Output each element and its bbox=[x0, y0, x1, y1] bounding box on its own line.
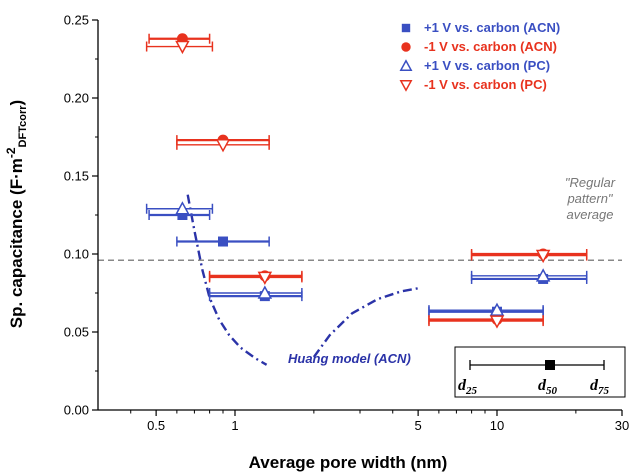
inset-d50-letter: d bbox=[538, 377, 547, 394]
series-3 bbox=[145, 201, 588, 316]
triangle-up-marker bbox=[489, 302, 505, 316]
inset-d75-label: d75 bbox=[590, 377, 610, 397]
x-tick-label: 0.5 bbox=[147, 418, 165, 433]
regular-pattern-label: pattern" bbox=[566, 191, 613, 206]
data-point bbox=[176, 236, 270, 247]
inset-d50-label: d50 bbox=[538, 377, 558, 397]
y-axis-title-close: ) bbox=[7, 100, 26, 106]
square-marker bbox=[177, 210, 188, 220]
legend: +1 V vs. carbon (ACN) -1 V vs. carbon (AC… bbox=[399, 20, 560, 92]
triangle-up-marker bbox=[535, 268, 551, 282]
y-axis-title-main: Sp. capacitance (F·m bbox=[7, 158, 26, 328]
x-axis-title: Average pore width (nm) bbox=[249, 453, 448, 472]
huang-model-curve: Huang model (ACN) bbox=[186, 194, 419, 366]
data-point bbox=[470, 249, 588, 264]
triangle-up-marker bbox=[257, 285, 273, 299]
legend-label: -1 V vs. carbon (ACN) bbox=[424, 39, 557, 54]
legend-label: +1 V vs. carbon (ACN) bbox=[424, 20, 560, 35]
x-tick-label: 5 bbox=[415, 418, 422, 433]
triangle-down-marker bbox=[489, 315, 505, 329]
x-tick-label: 10 bbox=[490, 418, 504, 433]
data-point bbox=[428, 314, 544, 326]
data-point bbox=[428, 306, 544, 317]
y-tick-label: 0.15 bbox=[64, 169, 89, 184]
circle-marker bbox=[401, 42, 411, 52]
x-tick-label: 1 bbox=[231, 418, 238, 433]
triangle-down-marker bbox=[215, 139, 231, 153]
legend-label: -1 V vs. carbon (PC) bbox=[424, 77, 547, 92]
data-point bbox=[208, 270, 303, 282]
square-marker bbox=[401, 23, 411, 33]
y-tick-label: 0.10 bbox=[64, 247, 89, 262]
inset-box bbox=[454, 346, 626, 398]
y-tick-label: 0.05 bbox=[64, 325, 89, 340]
data-point bbox=[470, 248, 588, 260]
y-tick-label: 0.00 bbox=[64, 403, 89, 418]
y-axis-title: Sp. capacitance (F·m-2DFTcorr) bbox=[4, 100, 29, 328]
regular-pattern-label: "Regular bbox=[565, 175, 616, 190]
inset-d25-subscript: 25 bbox=[465, 385, 478, 397]
triangle-down-marker bbox=[535, 249, 551, 264]
y-axis-title-sup: -2 bbox=[4, 147, 18, 158]
inset-median-marker bbox=[545, 360, 555, 370]
data-point bbox=[470, 268, 588, 282]
inset-d25-letter: d bbox=[458, 377, 467, 394]
data-point bbox=[176, 139, 270, 153]
triangle-down-marker bbox=[257, 271, 273, 285]
triangle-up-marker bbox=[399, 59, 413, 71]
data-point bbox=[145, 40, 214, 55]
y-axis-title-sub: DFTcorr bbox=[17, 105, 29, 148]
data-marks bbox=[145, 33, 588, 329]
regular-pattern-label: average bbox=[567, 207, 614, 222]
triangle-down-marker bbox=[175, 40, 190, 55]
data-point bbox=[428, 302, 544, 316]
huang-model-segment-2 bbox=[312, 287, 419, 358]
data-point bbox=[428, 315, 544, 329]
huang-model-label: Huang model (ACN) bbox=[288, 351, 411, 366]
data-point bbox=[208, 285, 303, 299]
y-tick-label: 0.25 bbox=[64, 13, 89, 28]
inset-d75-letter: d bbox=[590, 377, 599, 394]
data-point bbox=[208, 271, 303, 285]
series-1 bbox=[148, 210, 588, 317]
inset-d50-subscript: 50 bbox=[546, 385, 558, 397]
triangle-up-marker bbox=[175, 201, 190, 215]
data-point bbox=[145, 201, 214, 215]
square-marker bbox=[218, 236, 229, 247]
huang-model-segment-1 bbox=[186, 194, 268, 366]
series-4 bbox=[145, 40, 588, 329]
y-tick-label: 0.20 bbox=[64, 91, 89, 106]
legend-label: +1 V vs. carbon (PC) bbox=[424, 58, 550, 73]
axes: 0.00 0.05 0.10 0.15 0.20 0.25 0.5 1 5 10 30 bbox=[64, 13, 630, 434]
data-point bbox=[148, 210, 211, 220]
x-tick-label: 30 bbox=[615, 418, 629, 433]
inset-d25-label: d25 bbox=[458, 377, 478, 397]
percentile-inset: d25 d50 d75 bbox=[454, 346, 626, 398]
inset-d75-subscript: 75 bbox=[598, 385, 610, 397]
triangle-down-marker bbox=[399, 80, 413, 92]
